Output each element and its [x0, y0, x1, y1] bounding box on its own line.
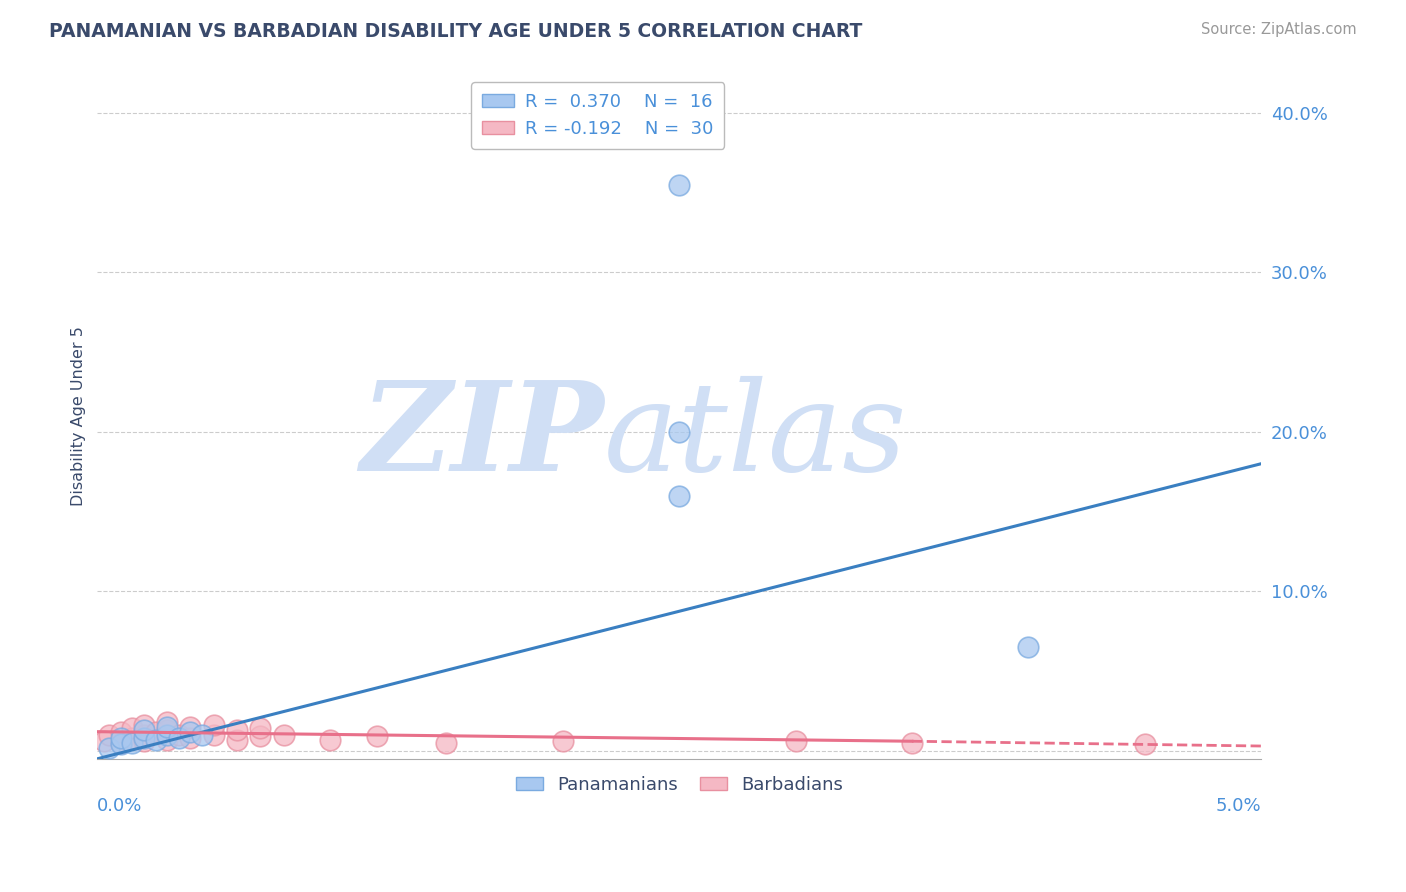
Point [110, 724, 132, 739]
Point [179, 724, 201, 739]
Point [167, 731, 190, 745]
Text: 0.0%: 0.0% [97, 797, 143, 814]
Point [132, 723, 155, 737]
Legend: Panamanians, Barbadians: Panamanians, Barbadians [509, 769, 851, 801]
Point [156, 723, 179, 737]
Point [145, 732, 167, 747]
Point [551, 734, 574, 748]
Point [156, 732, 179, 747]
Point [179, 720, 201, 734]
Point [901, 736, 924, 750]
Point [110, 738, 132, 752]
Point [1017, 640, 1039, 654]
Y-axis label: Disability Age Under 5: Disability Age Under 5 [72, 326, 86, 506]
Point [202, 728, 225, 742]
Point [668, 425, 690, 439]
Point [249, 730, 271, 744]
Point [110, 731, 132, 745]
Point [785, 734, 807, 748]
Point [249, 722, 271, 736]
Point [156, 720, 179, 734]
Point [179, 731, 201, 745]
Point [156, 715, 179, 730]
Point [121, 736, 143, 750]
Point [156, 728, 179, 742]
Point [93, 734, 115, 748]
Text: ZIP: ZIP [360, 376, 603, 497]
Point [668, 489, 690, 503]
Point [366, 730, 388, 744]
Point [202, 718, 225, 732]
Point [668, 178, 690, 192]
Text: atlas: atlas [603, 376, 907, 497]
Point [132, 731, 155, 745]
Point [110, 736, 132, 750]
Point [436, 736, 458, 750]
Point [132, 728, 155, 742]
Point [273, 728, 295, 742]
Point [132, 734, 155, 748]
Point [145, 724, 167, 739]
Point [167, 728, 190, 742]
Text: Source: ZipAtlas.com: Source: ZipAtlas.com [1201, 22, 1357, 37]
Text: 5.0%: 5.0% [1216, 797, 1261, 814]
Point [226, 723, 249, 737]
Point [121, 731, 143, 745]
Point [132, 718, 155, 732]
Text: PANAMANIAN VS BARBADIAN DISABILITY AGE UNDER 5 CORRELATION CHART: PANAMANIAN VS BARBADIAN DISABILITY AGE U… [49, 22, 863, 41]
Point [1133, 738, 1156, 752]
Point [319, 732, 342, 747]
Point [191, 728, 214, 742]
Point [98, 728, 121, 742]
Point [121, 722, 143, 736]
Point [98, 740, 121, 755]
Point [226, 732, 249, 747]
